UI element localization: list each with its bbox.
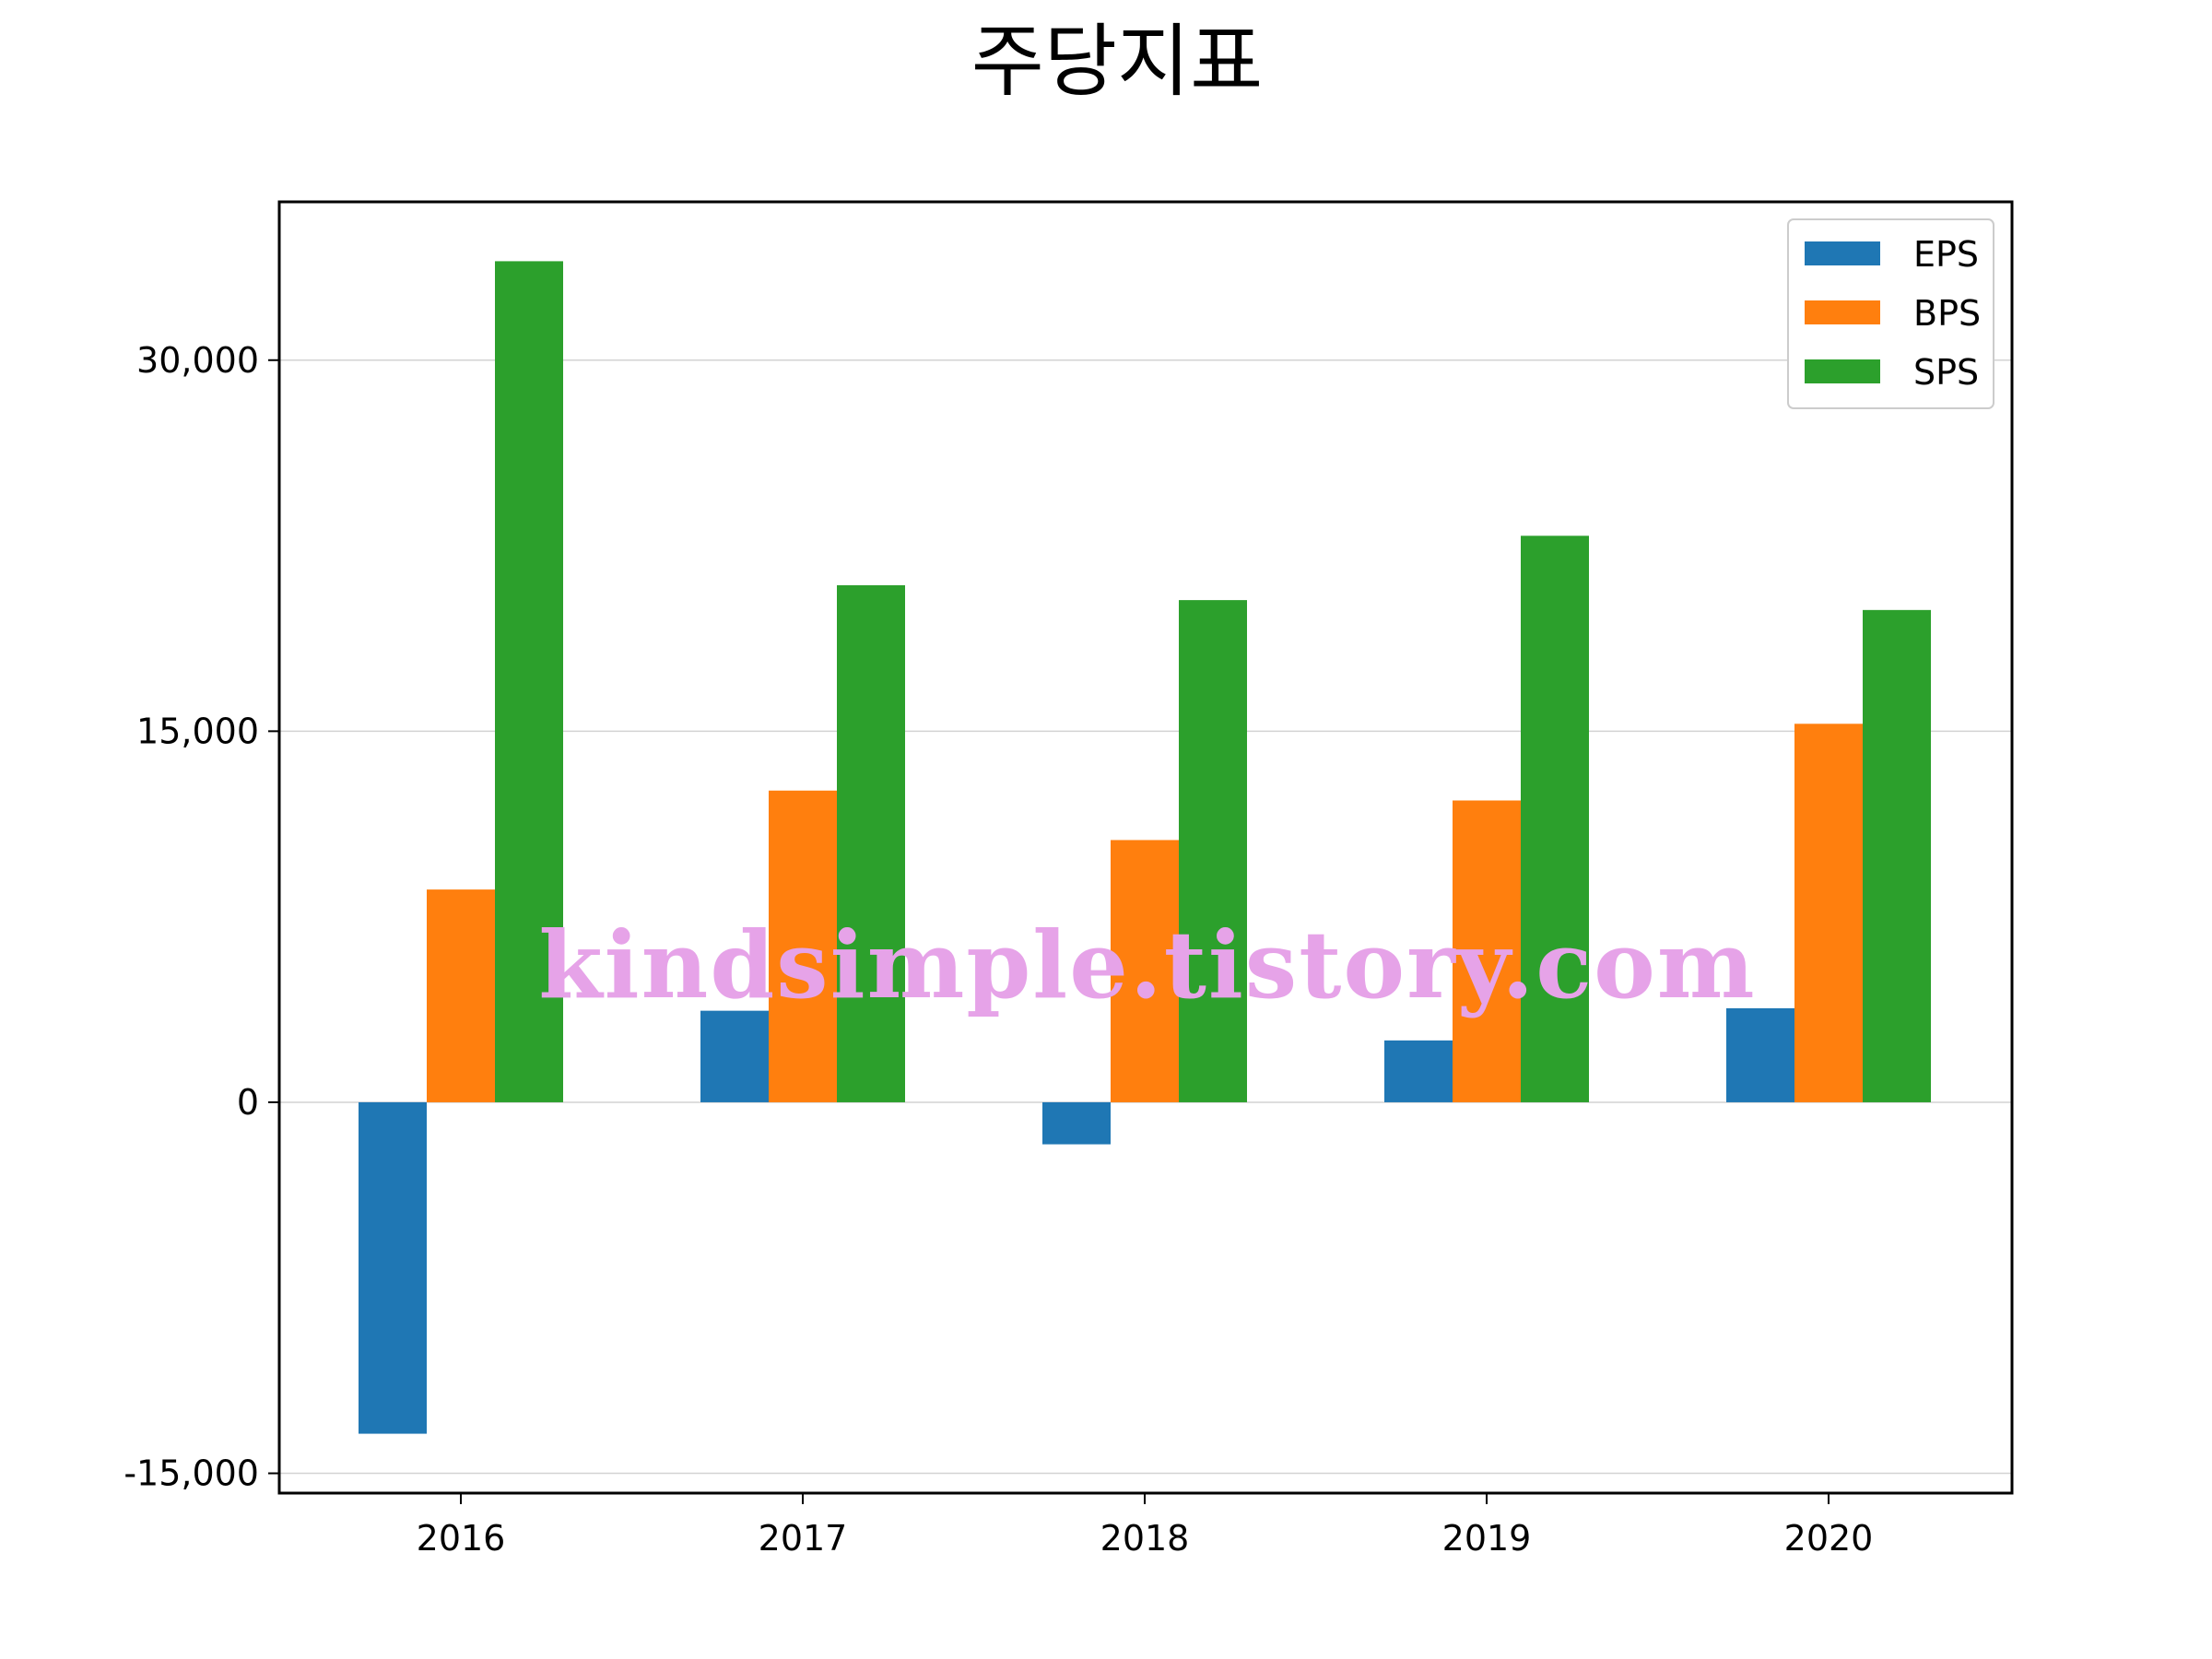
- bar-sps-2016: [495, 261, 563, 1102]
- bar-eps-2019: [1384, 1040, 1453, 1102]
- x-tick-label: 2017: [759, 1518, 848, 1559]
- y-tick-label: 0: [237, 1082, 259, 1123]
- chart-title: 주당지표: [971, 16, 1263, 108]
- legend-label-eps: EPS: [1913, 234, 1979, 275]
- bar-bps-2017: [769, 790, 837, 1102]
- legend-label-sps: SPS: [1913, 352, 1979, 393]
- bar-sps-2019: [1521, 535, 1589, 1102]
- x-tick-label: 2019: [1442, 1518, 1532, 1559]
- x-tick-label: 2020: [1784, 1518, 1874, 1559]
- x-tick-label: 2016: [417, 1518, 506, 1559]
- legend-swatch-sps: [1805, 359, 1880, 383]
- x-tick-label: 2018: [1100, 1518, 1190, 1559]
- bar-group: [359, 261, 1931, 1434]
- legend: EPS BPS SPS: [1787, 218, 1994, 409]
- plot-frame: [277, 200, 2014, 1495]
- legend-label-bps: BPS: [1913, 293, 1981, 334]
- bar-sps-2017: [837, 585, 905, 1102]
- axes: -15,000 0 15,000 30,000 2016 2017 2018 2019 2020: [124, 340, 1873, 1559]
- bar-bps-2020: [1794, 724, 1863, 1102]
- legend-swatch-eps: [1805, 241, 1880, 265]
- y-tick-label: 30,000: [136, 340, 259, 381]
- bar-bps-2019: [1453, 800, 1521, 1102]
- bar-bps-2016: [427, 889, 495, 1102]
- bar-sps-2018: [1179, 600, 1247, 1102]
- bar-sps-2020: [1863, 609, 1931, 1102]
- bar-eps-2017: [700, 1010, 769, 1102]
- bar-eps-2016: [359, 1101, 427, 1434]
- legend-swatch-bps: [1805, 300, 1880, 324]
- grid-lines: [279, 359, 2012, 1475]
- bar-eps-2018: [1042, 1101, 1111, 1145]
- y-tick-label: 15,000: [136, 711, 259, 751]
- bar-eps-2020: [1726, 1007, 1794, 1102]
- bar-bps-2018: [1111, 840, 1179, 1102]
- watermark-text: kindsimple.tistory.com: [538, 911, 1756, 1019]
- y-tick-label: -15,000: [124, 1453, 259, 1494]
